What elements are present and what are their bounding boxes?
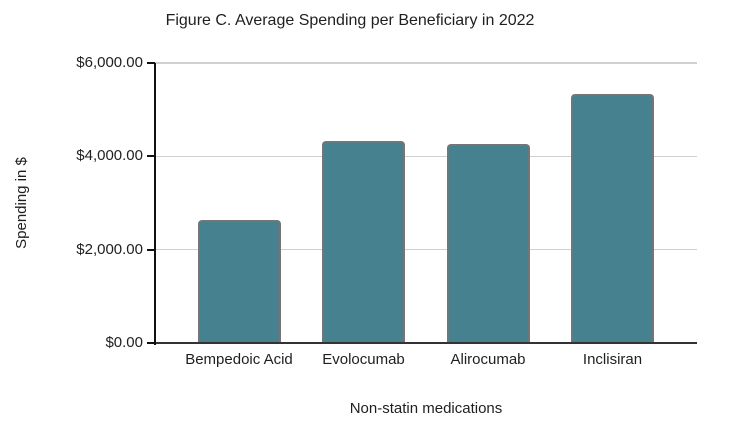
gridline-6000 [155,62,697,64]
x-tick-label-inclisiran: Inclisiran [582,351,643,368]
gridline-4000 [155,155,697,158]
bar-inclisiran [571,94,654,343]
y-axis-tick-2000 [147,248,155,251]
chart-title: Figure C. Average Spending per Beneficia… [165,12,535,29]
bar-bempedoic-acid [197,220,281,343]
bar-evolocumab [322,140,405,343]
x-tick-label-alirocumab: Alirocumab [450,351,526,368]
y-axis-tick-4000 [147,155,155,158]
y-axis-tick-6000 [147,62,155,64]
bar-alirocumab [446,144,530,343]
gridline-2000 [155,248,697,251]
x-axis-line [155,342,697,344]
y-axis-line [154,63,156,345]
y-tick-label-0: $0.00 [105,334,143,351]
y-tick-label-6000: $6,000.00 [76,54,143,71]
y-axis-tick-0 [147,342,155,344]
x-tick-label-evolocumab: Evolocumab [322,351,405,368]
x-tick-label-bempedoic-acid: Bempedoic Acid [185,351,293,368]
y-axis-title: Spending in $ [13,157,30,249]
x-axis-title: Non-statin medications [349,400,503,417]
y-tick-label-4000: $4,000.00 [76,147,143,165]
y-tick-label-2000: $2,000.00 [76,240,143,258]
